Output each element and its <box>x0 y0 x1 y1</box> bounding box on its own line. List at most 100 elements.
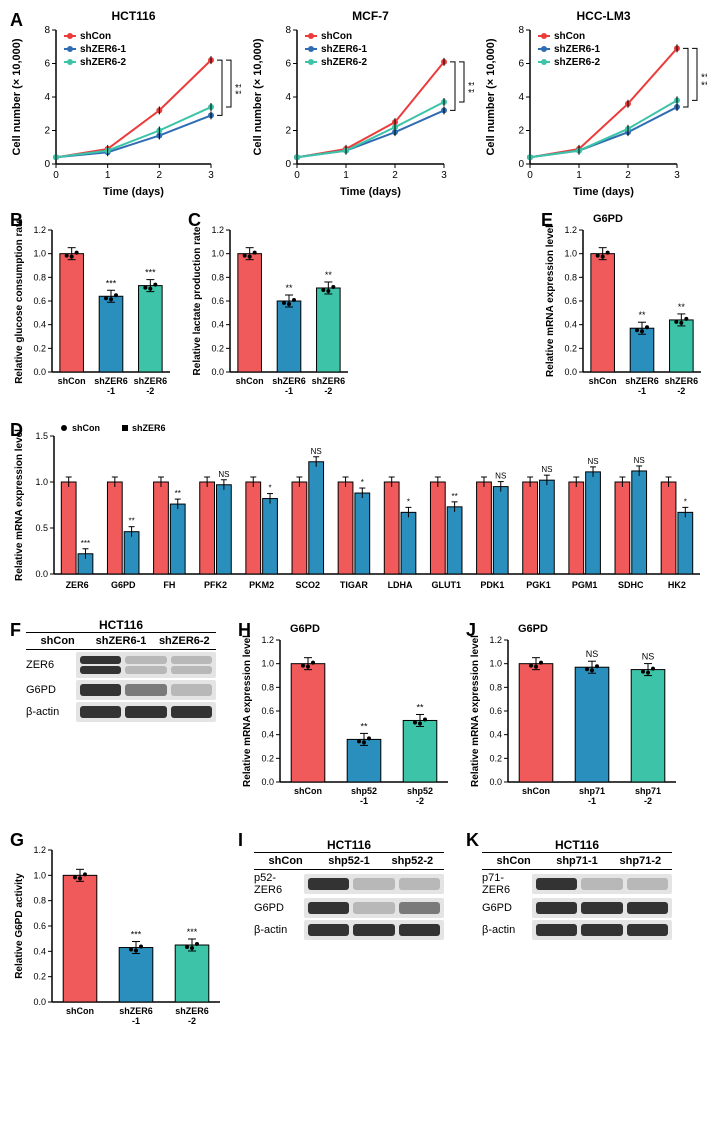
svg-text:0.8: 0.8 <box>211 272 224 282</box>
svg-text:Time (days): Time (days) <box>340 186 401 198</box>
svg-text:0.0: 0.0 <box>211 367 224 377</box>
svg-text:shp52: shp52 <box>407 786 433 796</box>
line-chart-mcf7: MCF-7024680123Time (days)Cell number (× … <box>249 8 474 198</box>
panel-label-g: G <box>10 830 24 851</box>
svg-text:0: 0 <box>294 170 300 181</box>
svg-text:0.8: 0.8 <box>261 682 274 692</box>
svg-text:0.0: 0.0 <box>35 569 48 579</box>
panel-label-j: J <box>466 620 476 641</box>
bar-chart-b: 0.00.20.40.60.81.01.2Relative glucose co… <box>8 208 178 408</box>
svg-text:1.0: 1.0 <box>33 249 46 259</box>
svg-text:0.6: 0.6 <box>489 706 502 716</box>
svg-text:4: 4 <box>285 92 291 103</box>
svg-text:*: * <box>407 497 410 506</box>
svg-text:Relative lactate production ra: Relative lactate production rate <box>192 226 203 375</box>
panel-label-b: B <box>10 210 23 231</box>
panel-d: D 0.00.51.01.5Relative mRNA expression l… <box>8 418 708 608</box>
svg-text:**: ** <box>416 702 424 712</box>
svg-text:shZER6: shZER6 <box>119 1006 153 1016</box>
svg-text:NS: NS <box>541 465 552 474</box>
svg-text:**: ** <box>638 310 646 320</box>
svg-text:G6PD: G6PD <box>111 580 136 590</box>
svg-text:-2: -2 <box>677 386 685 396</box>
svg-text:***: *** <box>701 80 707 91</box>
svg-text:-2: -2 <box>188 1016 196 1026</box>
svg-text:-1: -1 <box>107 386 115 396</box>
svg-text:8: 8 <box>285 25 291 36</box>
figure: A HCT116024680123Time (days)Cell number … <box>0 0 717 1056</box>
svg-text:0.6: 0.6 <box>261 706 274 716</box>
svg-text:0.4: 0.4 <box>261 730 274 740</box>
svg-text:3: 3 <box>441 170 447 181</box>
svg-text:0.4: 0.4 <box>33 320 46 330</box>
panel-i: I HCT116shConshp52-1shp52-2p52-ZER6G6PDβ… <box>236 828 456 1038</box>
svg-text:*: * <box>268 484 271 493</box>
svg-text:NS: NS <box>495 472 506 481</box>
svg-text:shCon: shCon <box>80 31 111 42</box>
svg-text:0.0: 0.0 <box>33 367 46 377</box>
svg-text:HCT116: HCT116 <box>111 9 155 23</box>
svg-text:shZER6: shZER6 <box>272 376 306 386</box>
svg-text:PFK2: PFK2 <box>204 580 227 590</box>
svg-text:**: ** <box>678 302 686 312</box>
panel-a-3: HCC-LM3024680123Time (days)Cell number (… <box>482 8 707 198</box>
svg-text:0.0: 0.0 <box>33 997 46 1007</box>
panel-label-k: K <box>466 830 479 851</box>
panel-a-2: MCF-7024680123Time (days)Cell number (× … <box>249 8 474 198</box>
svg-text:shZER6-2: shZER6-2 <box>321 57 368 68</box>
svg-text:shZER6-1: shZER6-1 <box>554 44 601 55</box>
svg-text:shCon: shCon <box>589 376 617 386</box>
blot-f: HCT116shConshZER6-1shZER6-2ZER6G6PDβ-act… <box>8 618 228 722</box>
svg-text:***: *** <box>235 90 241 101</box>
svg-text:1.0: 1.0 <box>33 870 46 880</box>
svg-text:0: 0 <box>518 159 524 170</box>
bar-chart-e: G6PD0.00.20.40.60.81.01.2Relative mRNA e… <box>539 208 709 408</box>
panel-b: B 0.00.20.40.60.81.01.2Relative glucose … <box>8 208 178 408</box>
svg-text:Time (days): Time (days) <box>103 186 164 198</box>
svg-text:NS: NS <box>218 470 229 479</box>
svg-text:shZER6: shZER6 <box>175 1006 209 1016</box>
svg-text:1.2: 1.2 <box>261 635 274 645</box>
svg-text:0.0: 0.0 <box>261 777 274 787</box>
row-d: D 0.00.51.01.5Relative mRNA expression l… <box>8 418 709 608</box>
svg-text:shZER6: shZER6 <box>132 423 166 433</box>
svg-text:shp71: shp71 <box>635 786 661 796</box>
svg-text:SDHC: SDHC <box>618 580 644 590</box>
svg-text:G6PD: G6PD <box>593 213 623 225</box>
svg-text:Cell number (× 10,000): Cell number (× 10,000) <box>252 38 264 155</box>
svg-text:*: * <box>361 478 364 487</box>
svg-text:0.8: 0.8 <box>489 682 502 692</box>
svg-text:0.4: 0.4 <box>564 320 577 330</box>
svg-text:-1: -1 <box>360 796 368 806</box>
svg-text:Relative mRNA expression level: Relative mRNA expression level <box>545 225 556 377</box>
svg-text:-1: -1 <box>638 386 646 396</box>
panel-label-f: F <box>10 620 21 641</box>
svg-text:LDHA: LDHA <box>388 580 413 590</box>
svg-text:**: ** <box>451 492 457 501</box>
line-chart-hct116: HCT116024680123Time (days)Cell number (×… <box>8 8 241 198</box>
line-chart-hcclm3: HCC-LM3024680123Time (days)Cell number (… <box>482 8 707 198</box>
svg-text:1.5: 1.5 <box>35 431 48 441</box>
svg-text:**: ** <box>468 88 474 99</box>
svg-text:shCon: shCon <box>72 423 100 433</box>
svg-text:4: 4 <box>44 92 50 103</box>
svg-text:***: *** <box>81 539 90 548</box>
panel-label-e: E <box>541 210 553 231</box>
svg-text:shCon: shCon <box>236 376 264 386</box>
svg-text:NS: NS <box>311 447 322 456</box>
svg-text:PDK1: PDK1 <box>480 580 504 590</box>
svg-text:HK2: HK2 <box>668 580 686 590</box>
svg-text:-2: -2 <box>644 796 652 806</box>
panel-label-d: D <box>10 420 23 441</box>
row-fhj: F HCT116shConshZER6-1shZER6-2ZER6G6PDβ-a… <box>8 618 709 818</box>
svg-text:1.0: 1.0 <box>489 659 502 669</box>
svg-text:8: 8 <box>44 25 50 36</box>
row-bce: B 0.00.20.40.60.81.01.2Relative glucose … <box>8 208 709 408</box>
svg-text:FH: FH <box>163 580 175 590</box>
svg-text:NS: NS <box>586 649 599 659</box>
panel-c: C 0.00.20.40.60.81.01.2Relative lactate … <box>186 208 356 408</box>
svg-text:2: 2 <box>518 126 524 137</box>
svg-text:shCon: shCon <box>66 1006 94 1016</box>
svg-text:0.6: 0.6 <box>33 296 46 306</box>
svg-text:0.2: 0.2 <box>33 343 46 353</box>
